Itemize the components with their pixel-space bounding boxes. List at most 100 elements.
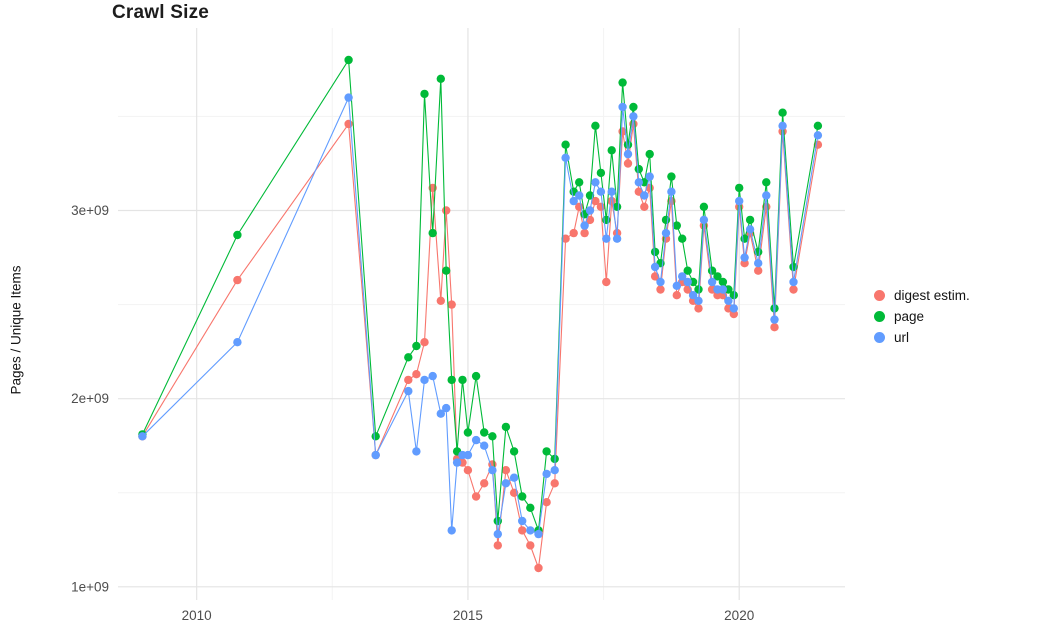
data-point-digest (789, 285, 798, 294)
data-point-url (436, 409, 445, 418)
legend-dot-icon (874, 311, 885, 322)
data-point-url (602, 234, 611, 243)
data-point-url (607, 187, 616, 196)
data-point-url (618, 102, 627, 112)
data-point-page (650, 247, 660, 257)
data-point-url (550, 466, 559, 475)
data-point-page (735, 183, 744, 193)
data-point-digest (770, 323, 779, 332)
data-point-url (724, 296, 733, 305)
data-point-page (561, 140, 570, 149)
data-point-page (233, 230, 242, 240)
data-point-url (640, 191, 649, 200)
data-point-url (634, 178, 643, 187)
data-point-url (612, 234, 622, 243)
data-point-url (569, 196, 578, 206)
data-point-page (412, 341, 421, 351)
data-point-page (501, 422, 511, 432)
data-point-page (607, 146, 616, 155)
data-point-url (650, 262, 660, 272)
data-point-url (488, 466, 497, 475)
data-point-url (138, 432, 147, 441)
data-point-url (428, 371, 437, 381)
data-point-url (542, 469, 551, 479)
legend: digest estim. page url (874, 288, 970, 345)
data-point-page (518, 492, 527, 501)
data-point-digest (480, 479, 489, 488)
y-tick-label: 2e+09 (71, 391, 109, 406)
data-point-digest (640, 202, 649, 211)
legend-label: digest estim. (894, 288, 970, 303)
data-point-url (509, 473, 519, 482)
data-point-url (754, 259, 763, 268)
data-point-url (623, 149, 633, 159)
data-point-page (596, 168, 606, 178)
data-point-digest (569, 228, 578, 238)
legend-item-page: page (874, 309, 970, 324)
data-point-page (678, 234, 687, 243)
data-point-page (778, 108, 787, 117)
data-point-page (344, 55, 353, 65)
data-point-url (770, 315, 779, 324)
data-point-url (518, 516, 527, 526)
chart-title: Crawl Size (112, 2, 210, 23)
data-point-url (452, 458, 462, 467)
data-point-digest (550, 479, 559, 488)
legend-item-digest: digest estim. (874, 288, 970, 303)
axis-tick-labels: 2010 2015 2020 1e+09 2e+09 3e+09 (71, 203, 754, 623)
data-point-page (458, 375, 467, 385)
data-point-digest (420, 338, 429, 347)
data-point-url (707, 277, 717, 287)
data-point-url (735, 196, 744, 206)
data-point-digest (493, 541, 502, 550)
data-point-url (404, 386, 413, 396)
data-point-digest (447, 300, 456, 309)
legend-label: url (894, 330, 910, 345)
data-point-url (471, 435, 481, 445)
data-point-page (634, 164, 643, 174)
data-point-digest (591, 196, 600, 206)
data-point-url (678, 272, 687, 281)
data-point-page (623, 140, 633, 149)
data-point-page (667, 172, 676, 181)
series-line-url (142, 97, 819, 535)
data-point-digest (526, 541, 535, 550)
data-point-url (596, 187, 606, 196)
data-point-digest (463, 466, 473, 475)
data-point-page (813, 121, 823, 130)
legend-item-url: url (874, 330, 970, 345)
data-point-digest (561, 234, 570, 243)
data-point-page (428, 228, 437, 238)
data-point-digest (542, 498, 551, 507)
data-point-digest (694, 304, 703, 313)
data-point-page (488, 432, 497, 441)
data-point-url (688, 291, 698, 300)
data-point-url (661, 228, 671, 238)
data-point-url (561, 153, 570, 162)
data-point-digest (623, 159, 633, 168)
data-point-digest (501, 466, 511, 475)
data-point-page (699, 202, 709, 211)
data-point-url (591, 178, 600, 187)
data-point-page (436, 74, 445, 84)
data-point-page (447, 375, 456, 385)
data-point-url (729, 304, 738, 313)
data-point-digest (580, 228, 589, 238)
data-point-digest (607, 196, 616, 206)
data-point-url (463, 450, 473, 460)
data-point-page (404, 353, 413, 362)
data-point-url (762, 191, 771, 200)
legend-dot-icon (874, 332, 885, 343)
data-point-url (580, 221, 589, 230)
data-point-url (447, 526, 456, 535)
data-point-url (656, 277, 665, 287)
data-point-digest (534, 563, 543, 573)
data-point-page (509, 447, 519, 456)
data-point-digest (471, 492, 481, 501)
data-point-url (501, 479, 511, 488)
data-point-digest (436, 296, 445, 305)
legend-dot-icon (874, 290, 885, 301)
data-point-page (661, 215, 671, 225)
data-point-url (683, 277, 692, 287)
